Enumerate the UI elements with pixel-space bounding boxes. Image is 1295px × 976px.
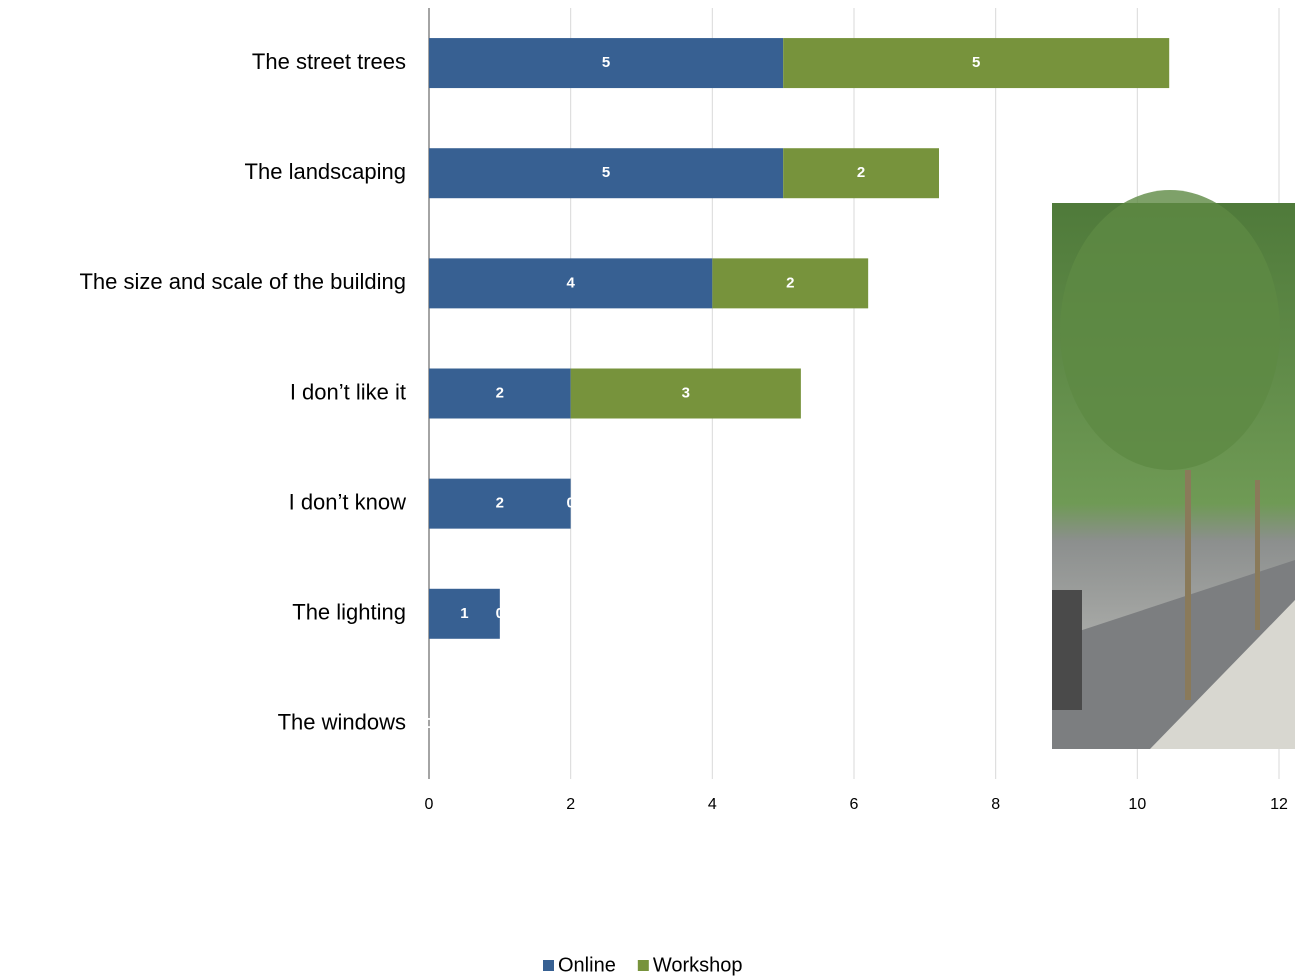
bar-segment	[570, 368, 801, 419]
value-label: 0	[496, 605, 504, 622]
category-label: I don’t know	[289, 489, 407, 514]
legend-swatch	[543, 960, 554, 971]
value-label: 2	[496, 384, 504, 401]
legend-label: Online	[558, 954, 616, 976]
x-tick-label: 2	[566, 796, 575, 813]
value-label: 3	[682, 384, 690, 401]
value-label: 2	[496, 495, 504, 512]
bar-segment	[712, 258, 869, 309]
value-label: 2	[857, 164, 865, 181]
category-label: The size and scale of the building	[79, 269, 406, 294]
category-label: I don’t like it	[290, 379, 406, 404]
x-tick-label: 8	[991, 796, 1000, 813]
bar-segment	[429, 588, 500, 639]
x-tick-label: 10	[1128, 796, 1146, 813]
x-tick-label: 4	[708, 796, 717, 813]
value-label: 0	[425, 715, 433, 732]
value-label: 5	[602, 54, 610, 71]
bar-segment	[783, 148, 939, 199]
street-tree-photo	[1052, 190, 1295, 749]
bar-segment	[429, 478, 571, 529]
legend-label: Workshop	[653, 954, 743, 976]
bar-segment	[783, 38, 1170, 89]
bar-segment	[429, 258, 713, 309]
value-label: 0	[425, 715, 433, 732]
category-label: The windows	[278, 710, 406, 735]
legend-swatch	[637, 960, 649, 971]
value-label: 5	[602, 164, 610, 181]
value-label: 4	[566, 274, 575, 291]
category-label: The landscaping	[245, 159, 406, 184]
bar-segment	[429, 148, 784, 199]
value-label: 0	[566, 495, 574, 512]
value-label: 1	[460, 605, 468, 622]
bar-segment	[429, 368, 571, 419]
x-tick-label: 12	[1270, 796, 1288, 813]
category-label: The street trees	[252, 49, 406, 74]
bar-segment	[429, 38, 784, 89]
x-tick-label: 0	[425, 796, 434, 813]
value-label: 5	[972, 54, 980, 71]
x-tick-label: 6	[850, 796, 859, 813]
category-label: The lighting	[292, 600, 406, 625]
value-label: 2	[786, 274, 794, 291]
